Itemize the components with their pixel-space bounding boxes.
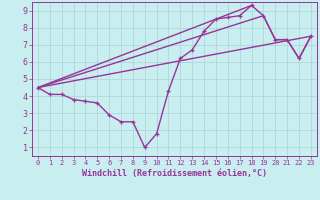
X-axis label: Windchill (Refroidissement éolien,°C): Windchill (Refroidissement éolien,°C) [82,169,267,178]
